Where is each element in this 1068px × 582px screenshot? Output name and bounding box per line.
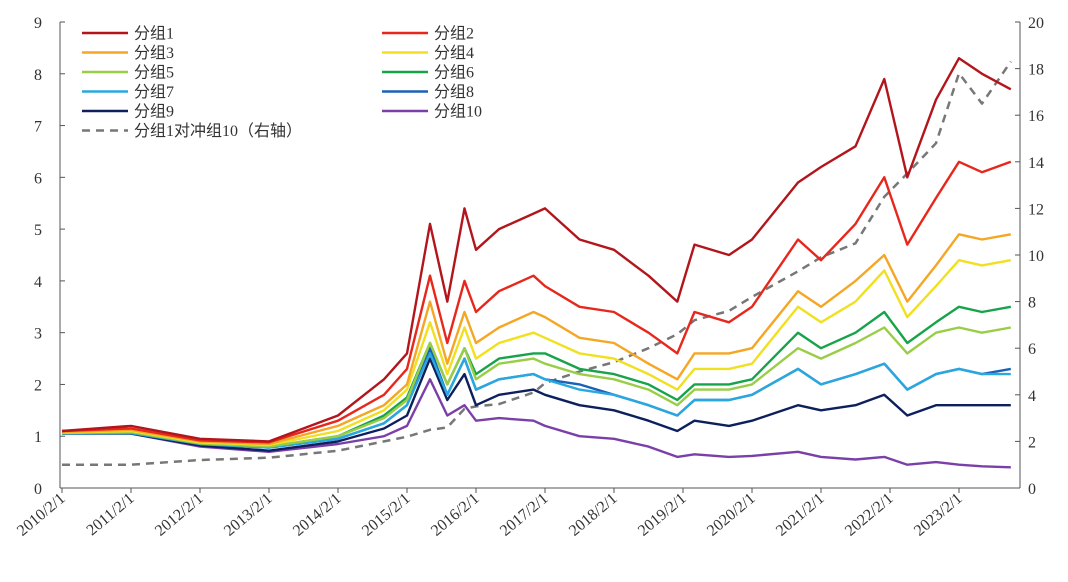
left-tick-label: 6 <box>34 170 42 187</box>
left-tick-label: 4 <box>34 274 42 291</box>
x-tick-label: 2011/2/1 <box>84 490 138 539</box>
right-tick-label: 8 <box>1028 295 1036 312</box>
legend-label: 分组9 <box>134 103 174 121</box>
x-tick-label: 2019/2/1 <box>635 490 690 540</box>
axes <box>59 22 1021 489</box>
legend: 分组1 分组2 分组3 分组4 分组5 分组6 分组7 分组8 分组9 分组10 分组1对冲组10（… <box>82 25 482 140</box>
series-line-11 <box>62 60 1012 466</box>
x-tick-label: 2015/2/1 <box>359 490 414 540</box>
legend-label: 分组6 <box>434 64 474 82</box>
left-tick-label: 7 <box>34 119 42 136</box>
left-tick-label: 3 <box>34 326 42 343</box>
right-tick-label: 12 <box>1028 201 1044 218</box>
x-tick-label: 2020/2/1 <box>704 490 759 540</box>
legend-label: 分组1 <box>134 25 174 43</box>
right-tick-label: 2 <box>1028 434 1036 451</box>
x-tick-label: 2023/2/1 <box>911 490 966 540</box>
series-group <box>61 57 1012 469</box>
left-tick-label: 1 <box>34 429 42 446</box>
x-tick-label: 2021/2/1 <box>773 490 828 540</box>
right-tick-label: 14 <box>1028 155 1044 172</box>
x-tick-label: 2013/2/1 <box>221 490 276 540</box>
legend-label: 分组2 <box>434 25 474 43</box>
legend-label: 分组7 <box>134 83 174 101</box>
series-line-4 <box>61 259 1012 447</box>
left-tick-label: 8 <box>34 67 42 84</box>
legend-label: 分组8 <box>434 83 474 101</box>
series-line-3 <box>61 233 1012 446</box>
right-tick-label: 20 <box>1028 15 1044 32</box>
right-tick-label: 0 <box>1028 481 1036 498</box>
left-tick-label: 2 <box>34 377 42 394</box>
x-tick-label: 2014/2/1 <box>290 490 345 540</box>
right-tick-group: 0 2 4 6 8 10 12 14 16 18 20 <box>1015 15 1044 498</box>
legend-label: 分组4 <box>434 44 474 62</box>
left-tick-label: 9 <box>34 15 42 32</box>
series-line-6 <box>61 305 1012 448</box>
x-tick-label: 2012/2/1 <box>152 490 207 540</box>
left-tick-group: 0 1 2 3 4 5 6 7 8 9 <box>34 15 65 498</box>
x-tick-label: 2016/2/1 <box>428 490 483 540</box>
right-tick-label: 18 <box>1028 62 1044 79</box>
legend-label: 分组3 <box>134 44 174 62</box>
right-tick-label: 16 <box>1028 108 1044 125</box>
legend-label: 分组1对冲组10（右轴） <box>134 122 302 140</box>
x-tick-label: 2017/2/1 <box>497 490 552 540</box>
legend-label: 分组5 <box>134 64 174 82</box>
right-tick-label: 4 <box>1028 388 1036 405</box>
legend-label: 分组10 <box>434 103 482 121</box>
left-tick-label: 0 <box>34 481 42 498</box>
series-line-2 <box>61 160 1012 444</box>
x-tick-group: 2010/2/1 2011/2/1 2012/2/1 2013/2/1 2014/2/1… <box>14 488 966 540</box>
series-line-8 <box>61 347 1012 449</box>
series-line-1 <box>61 57 1012 443</box>
series-line-9 <box>62 357 1011 452</box>
series-line-5 <box>61 326 1012 448</box>
right-tick-label: 10 <box>1028 248 1044 265</box>
series-line-7 <box>61 352 1011 449</box>
right-tick-label: 6 <box>1028 341 1036 358</box>
x-tick-label: 2022/2/1 <box>842 490 897 540</box>
left-tick-label: 5 <box>34 222 42 239</box>
series-line-10 <box>62 378 1011 469</box>
x-tick-label: 2018/2/1 <box>566 490 621 540</box>
